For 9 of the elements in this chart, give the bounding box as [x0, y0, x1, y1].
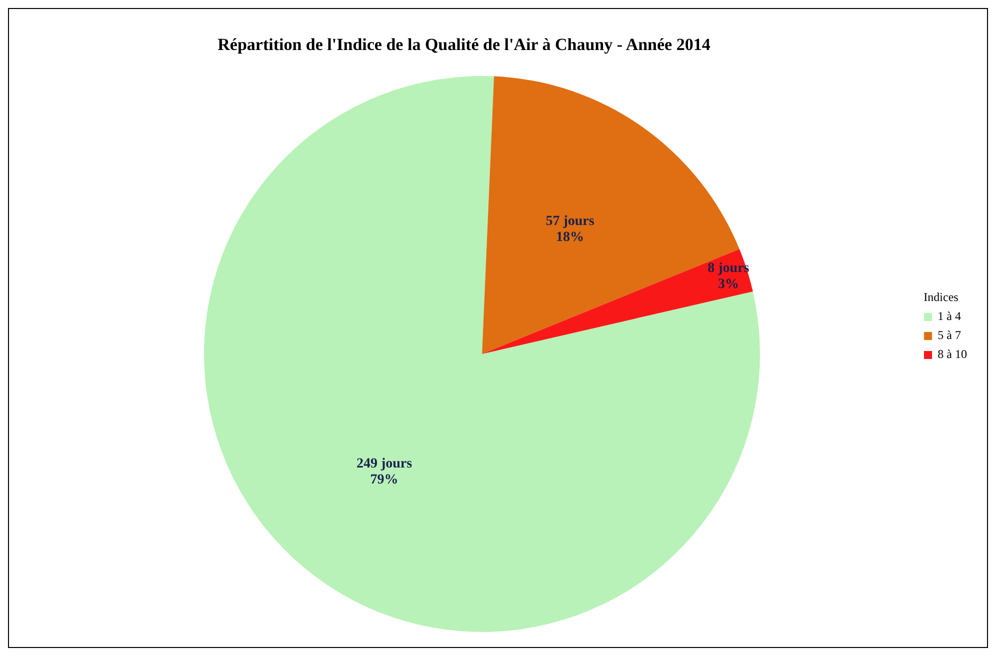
- legend-label: 1 à 4: [938, 309, 961, 324]
- legend-title: Indices: [924, 290, 960, 305]
- chart-title: Répartition de l'Indice de la Qualité de l'Air à Chauny - Année 2014: [216, 35, 712, 55]
- data-label: 249 jours 79%: [356, 456, 413, 488]
- legend-label: 5 à 7: [938, 328, 961, 343]
- data-label: 57 jours 18%: [546, 214, 595, 245]
- pie-slice: [482, 249, 753, 354]
- pie-slice: [204, 76, 760, 632]
- legend-label: 8 à 10: [938, 347, 967, 362]
